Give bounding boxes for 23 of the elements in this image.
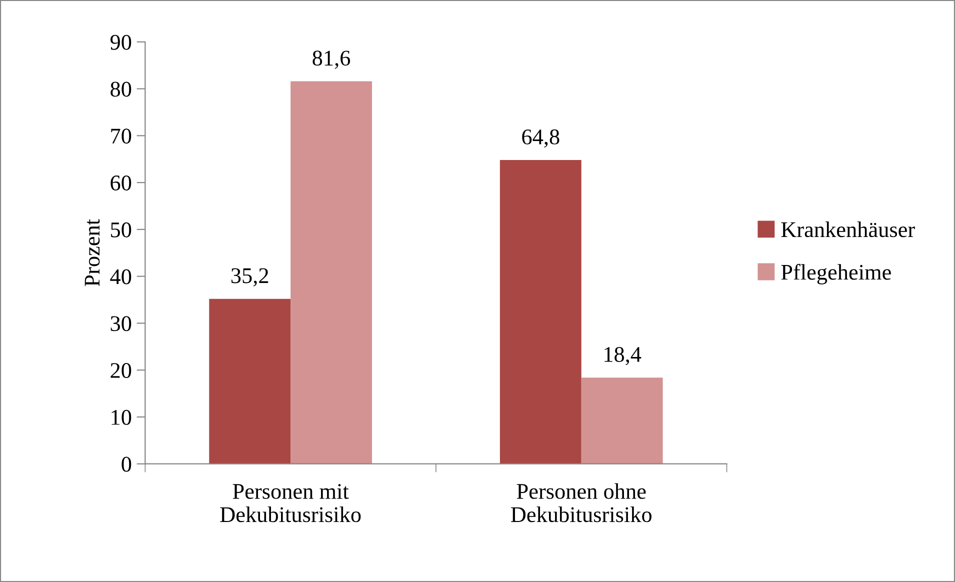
- y-tick-label: 10: [112, 410, 132, 425]
- y-tick-label: 90: [110, 34, 132, 50]
- legend-label: Krankenhäuser: [781, 222, 915, 238]
- y-tick-label: 20: [110, 363, 132, 378]
- data-label: 35,2: [231, 268, 268, 286]
- y-tick-label: 40: [110, 269, 132, 284]
- x-tick-label: Personen ohne Dekubitusrisiko: [511, 483, 652, 522]
- y-tick-label: 80: [110, 82, 132, 97]
- y-axis-title: Prozent: [84, 219, 100, 286]
- data-label: 81,6: [312, 50, 350, 69]
- y-tick-label: 60: [110, 175, 132, 190]
- legend-label: Pflegeheime: [781, 264, 891, 284]
- y-tick-label: 30: [110, 316, 132, 332]
- data-label: 18,4: [604, 346, 642, 366]
- x-tick-label: Personen mit Dekubitusrisiko: [220, 484, 361, 522]
- data-label: 64,8: [522, 129, 560, 148]
- bar: [500, 160, 582, 464]
- bar: [581, 378, 663, 464]
- bar: [209, 298, 291, 464]
- y-tick-label: 0: [122, 456, 132, 472]
- y-tick-label: 50: [111, 222, 132, 238]
- y-tick-label: 70: [111, 128, 132, 144]
- bar: [290, 81, 372, 464]
